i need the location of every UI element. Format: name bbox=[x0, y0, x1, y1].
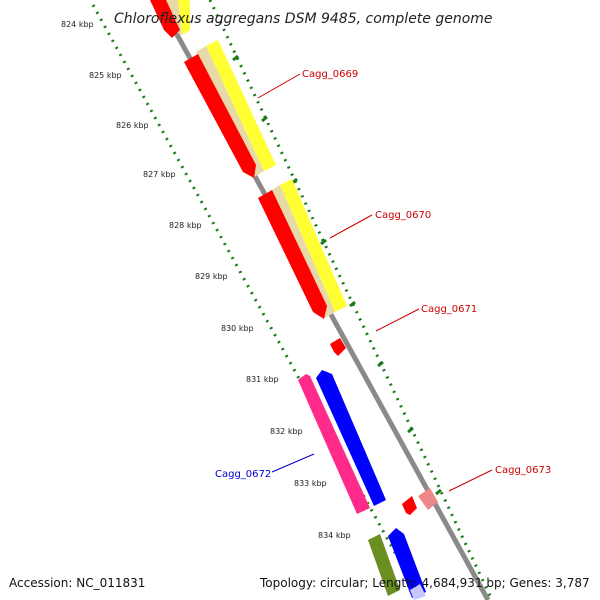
label-leaders bbox=[257, 73, 493, 492]
gene-cagg-0673-feature bbox=[418, 488, 438, 510]
outer-ruler bbox=[208, 0, 494, 600]
gene-label-cagg-0669[interactable]: Cagg_0669 bbox=[302, 69, 358, 80]
gene-label-cagg-0671[interactable]: Cagg_0671 bbox=[421, 304, 477, 315]
tick-labels: 824 kbp 825 kbp 826 kbp 827 kbp 828 kbp … bbox=[61, 20, 351, 540]
gene-blue-lower-light bbox=[410, 584, 426, 600]
gene-label-cagg-0673[interactable]: Cagg_0673 bbox=[495, 465, 551, 476]
gene-cagg-0669 bbox=[184, 54, 256, 178]
tick-label: 826 kbp bbox=[116, 121, 149, 130]
tick-label: 833 kbp bbox=[294, 479, 327, 488]
gene-cagg-0671 bbox=[330, 338, 346, 356]
gene-track-forward bbox=[150, 0, 438, 515]
gene-cagg-0668 bbox=[150, 0, 180, 38]
tick-label: 830 kbp bbox=[221, 324, 254, 333]
gene-olive bbox=[368, 534, 400, 596]
genome-title: Chloroflexus aggregans DSM 9485, complet… bbox=[114, 11, 493, 27]
gene-label-cagg-0672[interactable]: Cagg_0672 bbox=[215, 469, 271, 480]
gene-track-reverse bbox=[298, 370, 426, 600]
tick-label: 824 kbp bbox=[61, 20, 94, 29]
inner-ruler bbox=[91, 4, 422, 599]
accession-text: Accession: NC_011831 bbox=[9, 576, 145, 590]
topology-text: Topology: circular; Length: 4,684,931 bp… bbox=[259, 576, 590, 590]
gene-cagg-0672 bbox=[316, 370, 386, 506]
gene-cagg-0672-pink bbox=[298, 374, 370, 514]
gene-cagg-0670 bbox=[258, 190, 327, 319]
tick-label: 832 kbp bbox=[270, 427, 303, 436]
tick-label: 831 kbp bbox=[246, 375, 279, 384]
tick-label: 827 kbp bbox=[143, 170, 176, 179]
tick-label: 828 kbp bbox=[169, 221, 202, 230]
tick-label: 829 kbp bbox=[195, 272, 228, 281]
tick-label: 825 kbp bbox=[89, 71, 122, 80]
tick-label: 834 kbp bbox=[318, 531, 351, 540]
feature-band-middle bbox=[270, 179, 347, 318]
gene-labels: Cagg_0669 Cagg_0670 Cagg_0671 Cagg_0672 … bbox=[215, 69, 551, 480]
gene-cagg-0673 bbox=[402, 496, 417, 515]
gene-blue-lower bbox=[388, 528, 426, 598]
gene-label-cagg-0670[interactable]: Cagg_0670 bbox=[375, 210, 431, 221]
